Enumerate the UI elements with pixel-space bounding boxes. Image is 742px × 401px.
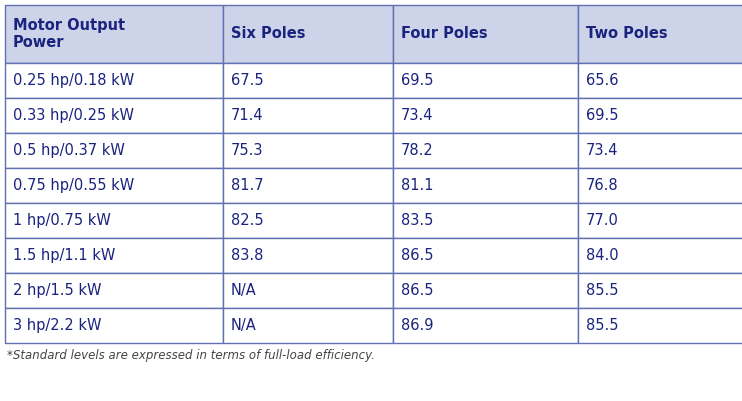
- Bar: [5, 308, 223, 343]
- Text: 81.7: 81.7: [231, 178, 263, 193]
- Bar: [393, 273, 578, 308]
- Text: N/A: N/A: [231, 283, 257, 298]
- Text: 71.4: 71.4: [231, 108, 263, 123]
- Bar: [223, 203, 393, 238]
- Text: 1 hp/0.75 kW: 1 hp/0.75 kW: [13, 213, 111, 228]
- Bar: [5, 238, 223, 273]
- Text: Six Poles: Six Poles: [231, 26, 306, 41]
- Bar: [578, 273, 742, 308]
- Text: 0.33 hp/0.25 kW: 0.33 hp/0.25 kW: [13, 108, 134, 123]
- Text: 84.0: 84.0: [586, 248, 619, 263]
- Text: 75.3: 75.3: [231, 143, 263, 158]
- Text: 78.2: 78.2: [401, 143, 434, 158]
- Text: 69.5: 69.5: [401, 73, 433, 88]
- Text: 0.75 hp/0.55 kW: 0.75 hp/0.55 kW: [13, 178, 134, 193]
- Text: 77.0: 77.0: [586, 213, 619, 228]
- Text: 73.4: 73.4: [586, 143, 619, 158]
- Bar: [5, 98, 223, 133]
- Text: 0.25 hp/0.18 kW: 0.25 hp/0.18 kW: [13, 73, 134, 88]
- Text: 3 hp/2.2 kW: 3 hp/2.2 kW: [13, 318, 102, 333]
- Bar: [393, 238, 578, 273]
- Text: Motor Output
Power: Motor Output Power: [13, 18, 125, 50]
- Bar: [393, 98, 578, 133]
- Bar: [223, 63, 393, 98]
- Text: Two Poles: Two Poles: [586, 26, 668, 41]
- Bar: [578, 238, 742, 273]
- Text: 86.9: 86.9: [401, 318, 433, 333]
- Text: Four Poles: Four Poles: [401, 26, 487, 41]
- Text: 82.5: 82.5: [231, 213, 263, 228]
- Bar: [5, 168, 223, 203]
- Bar: [393, 203, 578, 238]
- Bar: [223, 273, 393, 308]
- Bar: [578, 98, 742, 133]
- Bar: [393, 63, 578, 98]
- Text: 73.4: 73.4: [401, 108, 433, 123]
- Bar: [223, 168, 393, 203]
- Bar: [393, 308, 578, 343]
- Text: 83.8: 83.8: [231, 248, 263, 263]
- Text: 76.8: 76.8: [586, 178, 619, 193]
- Bar: [223, 308, 393, 343]
- Text: 83.5: 83.5: [401, 213, 433, 228]
- Text: 86.5: 86.5: [401, 283, 433, 298]
- Text: 85.5: 85.5: [586, 283, 619, 298]
- Bar: [5, 273, 223, 308]
- Bar: [223, 133, 393, 168]
- Bar: [578, 5, 742, 63]
- Bar: [578, 308, 742, 343]
- Bar: [393, 133, 578, 168]
- Bar: [5, 133, 223, 168]
- Bar: [5, 203, 223, 238]
- Text: N/A: N/A: [231, 318, 257, 333]
- Text: 81.1: 81.1: [401, 178, 433, 193]
- Bar: [5, 63, 223, 98]
- Bar: [5, 5, 223, 63]
- Bar: [578, 133, 742, 168]
- Bar: [223, 238, 393, 273]
- Bar: [393, 168, 578, 203]
- Bar: [223, 5, 393, 63]
- Text: 86.5: 86.5: [401, 248, 433, 263]
- Text: 85.5: 85.5: [586, 318, 619, 333]
- Text: 0.5 hp/0.37 kW: 0.5 hp/0.37 kW: [13, 143, 125, 158]
- Text: 67.5: 67.5: [231, 73, 263, 88]
- Text: *Standard levels are expressed in terms of full-load efficiency.: *Standard levels are expressed in terms …: [7, 349, 375, 362]
- Text: 65.6: 65.6: [586, 73, 619, 88]
- Text: 69.5: 69.5: [586, 108, 619, 123]
- Text: 2 hp/1.5 kW: 2 hp/1.5 kW: [13, 283, 102, 298]
- Text: 1.5 hp/1.1 kW: 1.5 hp/1.1 kW: [13, 248, 115, 263]
- Bar: [578, 63, 742, 98]
- Bar: [223, 98, 393, 133]
- Bar: [393, 5, 578, 63]
- Bar: [578, 203, 742, 238]
- Bar: [578, 168, 742, 203]
